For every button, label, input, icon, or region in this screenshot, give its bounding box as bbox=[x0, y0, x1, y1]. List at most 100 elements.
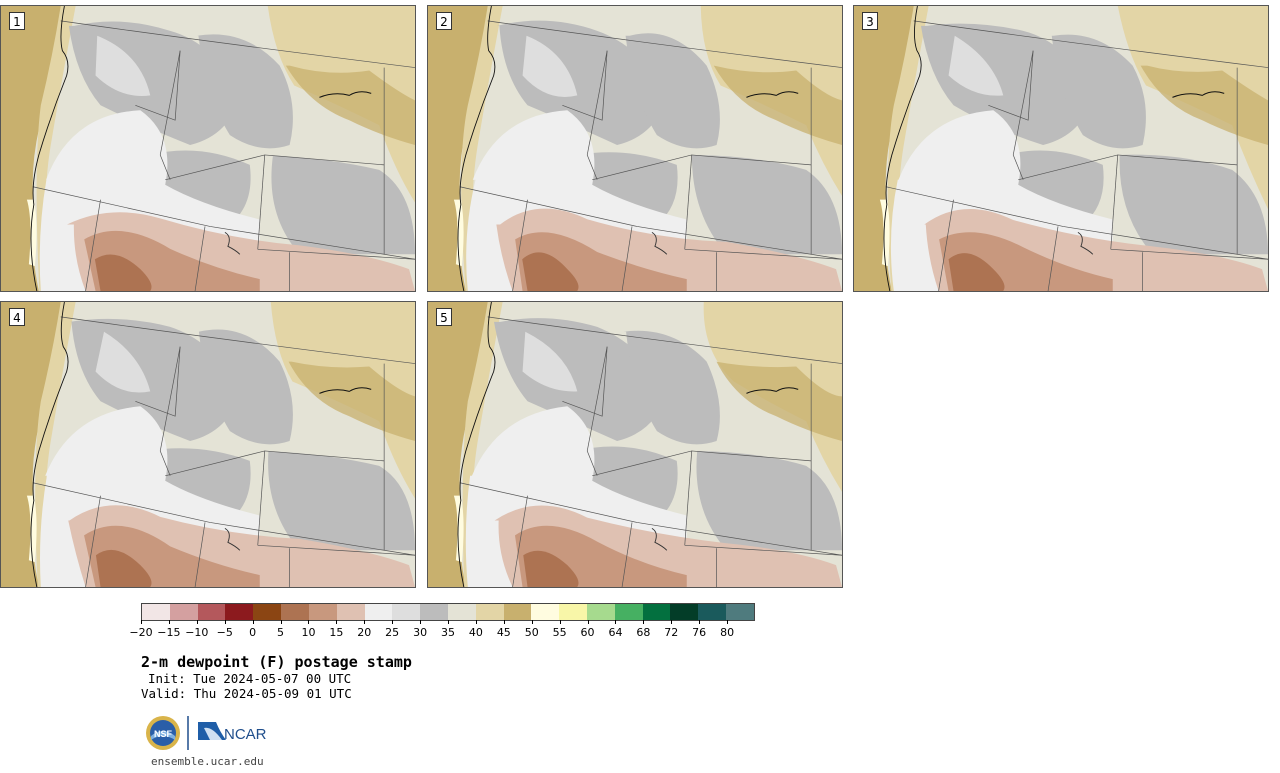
colorbar-tick-label: 15 bbox=[329, 626, 344, 639]
map-panel-1: 1 bbox=[0, 5, 416, 292]
colorbar-tick-label: −5 bbox=[216, 626, 233, 639]
dry-region bbox=[1051, 34, 1146, 149]
great-salt-lake bbox=[1077, 232, 1094, 255]
coastal-moist-strip bbox=[26, 495, 37, 563]
colorbar-swatch bbox=[698, 604, 727, 620]
colorbar-tick bbox=[364, 620, 366, 624]
colorbar-tick bbox=[615, 620, 617, 624]
colorbar-tick-label: −20 bbox=[129, 626, 153, 639]
colorbar-swatch bbox=[336, 604, 365, 620]
state-boundary bbox=[988, 50, 1034, 121]
colorbar-tick bbox=[643, 620, 645, 624]
colorbar-tick bbox=[280, 620, 282, 624]
colorbar-swatch bbox=[614, 604, 643, 620]
state-boundary bbox=[85, 199, 101, 291]
state-boundary bbox=[684, 544, 842, 556]
state-boundary bbox=[487, 20, 842, 68]
map-canvas bbox=[1, 302, 415, 587]
map-panel-5: 5 bbox=[427, 301, 843, 588]
colorbar-swatch bbox=[253, 604, 282, 620]
colorbar-tick bbox=[587, 620, 589, 624]
arid-core bbox=[948, 253, 1005, 291]
colorbar-swatch bbox=[142, 604, 170, 620]
state-boundary bbox=[60, 316, 415, 364]
map-panel-4: 4 bbox=[0, 301, 416, 588]
colorbar-tick bbox=[252, 620, 254, 624]
state-boundary bbox=[159, 50, 181, 180]
ocean-region bbox=[428, 302, 498, 587]
lake-sakakawea bbox=[319, 91, 372, 98]
state-boundary bbox=[32, 482, 415, 556]
state-boundary bbox=[1012, 50, 1034, 180]
coastal-moist-strip bbox=[453, 199, 464, 267]
state-boundary bbox=[32, 186, 415, 260]
colorbar-swatch bbox=[364, 604, 393, 620]
colorbar-tick-label: 76 bbox=[692, 626, 707, 639]
great-salt-lake bbox=[651, 528, 668, 551]
coastline bbox=[30, 6, 69, 291]
colorbar-tick bbox=[224, 620, 226, 624]
ocean-region bbox=[854, 6, 924, 291]
colorbar bbox=[141, 603, 755, 621]
panel-number: 5 bbox=[436, 308, 452, 326]
coastline bbox=[457, 302, 496, 587]
map-canvas bbox=[428, 302, 842, 587]
colorbar-swatch bbox=[197, 604, 226, 620]
colorbar-tick bbox=[168, 620, 170, 624]
colorbar-tick-label: 5 bbox=[277, 626, 285, 639]
arid-core bbox=[94, 254, 152, 291]
dry-region bbox=[623, 330, 720, 445]
colorbar-tick bbox=[141, 620, 142, 624]
dry-region bbox=[265, 154, 415, 255]
dry-region bbox=[1118, 154, 1268, 255]
colorbar-tick-label: 55 bbox=[552, 626, 567, 639]
colorbar-swatch bbox=[308, 604, 337, 620]
state-boundary bbox=[165, 450, 385, 477]
map-canvas bbox=[854, 6, 1268, 291]
state-boundary bbox=[1110, 248, 1268, 260]
dry-region-light bbox=[95, 331, 151, 393]
colorbar-tick-label: 60 bbox=[580, 626, 595, 639]
great-salt-lake bbox=[224, 232, 241, 255]
init-time: Init: Tue 2024-05-07 00 UTC bbox=[148, 671, 352, 686]
state-boundary bbox=[586, 50, 608, 180]
dry-region bbox=[691, 154, 842, 255]
panel-number: 3 bbox=[862, 12, 878, 30]
colorbar-tick bbox=[448, 620, 449, 624]
svg-text:NCAR: NCAR bbox=[224, 726, 267, 743]
colorbar-tick-label: 45 bbox=[496, 626, 511, 639]
arid-core bbox=[522, 252, 579, 291]
state-boundary bbox=[257, 154, 266, 250]
colorbar-tick-label: 25 bbox=[385, 626, 400, 639]
dry-region-light bbox=[522, 331, 578, 392]
dry-plains-region bbox=[1140, 65, 1268, 146]
state-boundary bbox=[512, 495, 528, 587]
colorbar-tick bbox=[671, 620, 673, 624]
colorbar-tick bbox=[503, 620, 505, 624]
colorbar-swatch bbox=[670, 604, 699, 620]
colorbar-ticks: −20 −15 −10 −5 0 5 10 15 20 25 30 35 40 45 50 55 60 64 68 7… bbox=[129, 620, 755, 640]
colorbar-tick bbox=[531, 620, 533, 624]
state-boundary bbox=[885, 186, 1268, 260]
panel-number: 4 bbox=[9, 308, 25, 326]
dry-plains-region bbox=[715, 361, 842, 442]
arid-core bbox=[523, 550, 579, 587]
dry-region bbox=[266, 450, 415, 551]
state-boundary bbox=[135, 50, 181, 121]
state-boundary bbox=[194, 226, 206, 291]
coastal-band bbox=[35, 302, 76, 587]
state-boundary bbox=[85, 495, 101, 587]
dry-plains-region bbox=[288, 361, 415, 442]
dry-region bbox=[196, 34, 293, 149]
colorbar-tick-label: 10 bbox=[301, 626, 316, 639]
state-boundary bbox=[487, 316, 842, 364]
colorbar-swatch bbox=[503, 604, 532, 620]
state-boundary bbox=[684, 248, 842, 260]
nsf-logo: NSF bbox=[146, 716, 180, 750]
ncar-logo: NCAR bbox=[198, 722, 267, 743]
colorbar-tick bbox=[420, 620, 422, 624]
dry-region-light bbox=[95, 35, 151, 96]
dry-region bbox=[198, 329, 293, 445]
coastline bbox=[457, 6, 496, 291]
state-boundary bbox=[592, 154, 812, 181]
